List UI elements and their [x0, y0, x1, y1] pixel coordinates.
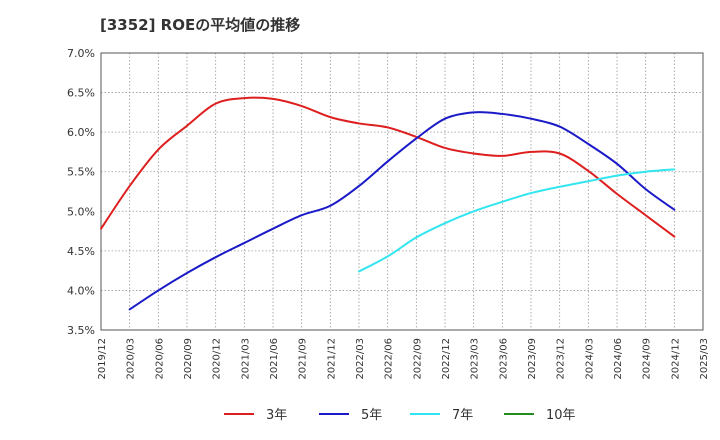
series-line-1: [100, 96, 676, 238]
x-tick-label: 2020/09: [183, 338, 194, 380]
plot-border: [100, 52, 704, 331]
series-line-2: [128, 111, 676, 311]
y-tick-label: 4.5%: [67, 245, 95, 258]
series-line-3: [358, 168, 676, 273]
x-tick-label: 2024/09: [642, 338, 653, 380]
x-tick-label: 2024/06: [613, 338, 624, 380]
x-tick-label: 2020/12: [212, 338, 223, 380]
x-tick-label: 2022/03: [355, 338, 366, 380]
y-tick-label: 6.5%: [67, 87, 95, 100]
y-tick-label: 5.0%: [67, 205, 95, 218]
legend-label-3: 7年: [452, 408, 473, 423]
x-tick-label: 2020/03: [126, 338, 137, 380]
legend-label-2: 5年: [361, 408, 382, 423]
y-tick-label: 4.0%: [67, 284, 95, 297]
x-tick-label: 2025/03: [699, 338, 710, 380]
x-tick-label: 2023/03: [470, 338, 481, 380]
plot-area: [101, 53, 703, 330]
x-tick-label: 2022/12: [441, 338, 452, 380]
x-tick-label: 2021/06: [269, 338, 280, 380]
x-tick-label: 2023/09: [527, 338, 538, 380]
y-tick-label: 5.5%: [67, 166, 95, 179]
x-tick-label: 2021/12: [326, 338, 337, 380]
x-tick-label: 2024/12: [670, 338, 681, 380]
x-tick-label: 2021/09: [298, 338, 309, 380]
x-tick-label: 2024/03: [584, 338, 595, 380]
legend-label-1: 3年: [266, 408, 287, 423]
x-tick-label: 2023/06: [498, 338, 509, 380]
x-tick-label: 2022/06: [384, 338, 395, 380]
legend-label-4: 10年: [546, 408, 576, 423]
y-tick-label: 6.0%: [67, 126, 95, 139]
x-tick-label: 2022/09: [412, 338, 423, 380]
chart-title: [3352] ROEの平均値の推移: [100, 16, 301, 34]
x-tick-label: 2021/03: [240, 338, 251, 380]
y-tick-label: 7.0%: [67, 47, 95, 60]
x-tick-label: 2020/06: [154, 338, 165, 380]
x-tick-label: 2019/12: [97, 338, 108, 380]
y-tick-label: 3.5%: [67, 324, 95, 337]
x-tick-label: 2023/12: [556, 338, 567, 380]
